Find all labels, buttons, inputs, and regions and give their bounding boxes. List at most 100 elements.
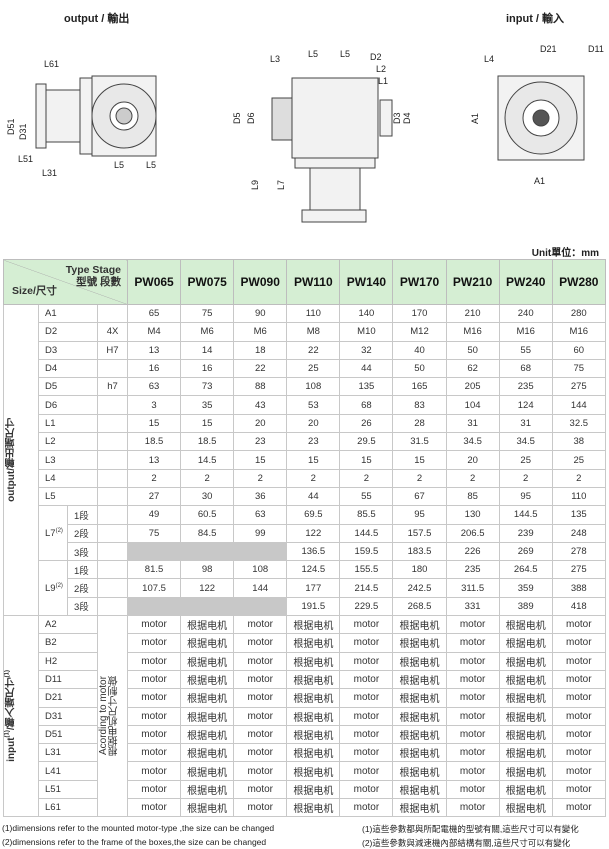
footnote-ref: (2) xyxy=(55,582,63,589)
value-cell: 根据电机 xyxy=(498,779,553,800)
row-label: D51 xyxy=(38,724,98,745)
dimension-labels: L4 D21 D11 A1 A1 xyxy=(470,44,604,186)
table-row: L3 13 14.5 15 15 15 15 20 25 25 xyxy=(4,450,606,470)
value-cell: 136.5 xyxy=(286,541,341,562)
value-cell: 29.5 xyxy=(339,432,394,452)
value-cell: motor xyxy=(551,615,606,635)
value-cell: 2 xyxy=(392,468,447,488)
row-label: H2 xyxy=(38,651,98,671)
value-cell: 27 xyxy=(126,486,182,507)
value-cell: 根据电机 xyxy=(498,615,553,635)
value-cell: 2 xyxy=(339,468,394,488)
value-cell: 根据电机 xyxy=(180,669,235,690)
value-cell xyxy=(126,596,182,617)
row-label-text: L9 xyxy=(45,582,56,594)
header-row: Type Stage 型號 段數 Size/尺寸 PW065 PW075 PW090… xyxy=(3,259,606,305)
value-cell: motor xyxy=(126,706,182,726)
svg-text:L51: L51 xyxy=(18,154,33,164)
value-cell: 389 xyxy=(498,596,553,617)
value-cell: motor xyxy=(233,706,288,726)
according-to-motor-cell: Acording to motor 根据电机尺寸制做 xyxy=(97,615,128,818)
value-cell: 根据电机 xyxy=(286,779,341,800)
stage-label: 3段 xyxy=(67,541,98,562)
value-cell: 157.5 xyxy=(392,523,447,543)
row-label-text: L7 xyxy=(45,527,56,539)
output-front-drawing: L3 L5 L5 D2 L2 L1 D5 D6 D3 D4 L9 L7 xyxy=(232,49,410,223)
value-cell: 38 xyxy=(551,432,606,452)
value-cell: 根据电机 xyxy=(498,633,553,653)
value-cell: 18.5 xyxy=(180,432,235,452)
svg-text:D3: D3 xyxy=(392,112,402,124)
value-cell: 418 xyxy=(551,596,606,617)
table-row: D6 3 35 43 53 68 83 104 124 144 xyxy=(4,395,606,415)
svg-text:L31: L31 xyxy=(42,168,57,178)
value-cell: 22 xyxy=(233,358,288,379)
svg-text:L5: L5 xyxy=(146,160,156,170)
value-cell: motor xyxy=(445,779,500,800)
row-label: B2 xyxy=(38,633,98,653)
dimension-labels: L3 L5 L5 D2 L2 L1 D5 D6 D3 D4 L9 L7 xyxy=(232,49,410,190)
value-cell: 107.5 xyxy=(126,578,182,598)
value-cell: motor xyxy=(339,724,394,745)
stage-label: 2段 xyxy=(67,523,98,543)
spec-cell xyxy=(97,596,128,617)
value-cell: motor xyxy=(339,798,394,818)
svg-text:L4: L4 xyxy=(484,54,494,64)
value-cell: 15 xyxy=(339,450,394,470)
table-row: 2段 75 84.5 99 122 144.5 157.5 206.5 239 248 xyxy=(4,523,606,543)
value-cell: 275 xyxy=(551,560,606,580)
svg-text:L9: L9 xyxy=(250,180,260,190)
input-group-text: input(1)/輸入端尺寸(1) xyxy=(4,670,19,762)
value-cell: motor xyxy=(339,761,394,781)
value-cell: 根据电机 xyxy=(392,761,447,781)
value-cell: 32.5 xyxy=(551,413,606,434)
footnote-cn-1: (1)這些參數都與所配電機的型號有關,這些尺寸可以有變化 xyxy=(362,824,579,834)
table-row: L41 motor 根据电机 motor 根据电机 motor 根据电机 motor 根据电机 m… xyxy=(4,761,606,781)
value-cell: 235 xyxy=(498,377,553,397)
stage-label: 1段 xyxy=(67,505,98,525)
spec-en: Acording to motor xyxy=(98,676,109,756)
value-cell: 20 xyxy=(233,413,288,434)
stage-label: 3段 xyxy=(67,596,98,617)
value-cell: motor xyxy=(126,633,182,653)
value-cell: 67 xyxy=(392,486,447,507)
spec-cell xyxy=(97,486,128,507)
value-cell: 183.5 xyxy=(392,541,447,562)
footnote-cn-2: (2)這些參數與減速機內部結構有關,這些尺寸可以有變化 xyxy=(362,838,571,848)
model-header: PW065 xyxy=(126,259,182,305)
row-label: L5 xyxy=(38,486,98,507)
row-label: D3 xyxy=(38,340,98,360)
value-cell: motor xyxy=(551,761,606,781)
value-cell: 124 xyxy=(498,395,553,415)
svg-text:A1: A1 xyxy=(534,176,545,186)
value-cell: 55 xyxy=(498,340,553,360)
model-header: PW075 xyxy=(180,259,235,305)
value-cell: 根据电机 xyxy=(498,651,553,671)
value-cell: 根据电机 xyxy=(180,615,235,635)
table-row: D11 motor 根据电机 motor 根据电机 motor 根据电机 motor 根据电机 m… xyxy=(4,669,606,690)
value-cell: M8 xyxy=(286,322,341,342)
table-row: 3段 191.5 229.5 268.5 331 389 418 xyxy=(4,596,606,617)
value-cell: 36 xyxy=(233,486,288,507)
type-stage-label: Type Stage xyxy=(65,264,121,276)
output-side-drawing: L61 D51 D31 L51 L31 L5 L5 xyxy=(6,59,157,178)
input-title: input / 輸入 xyxy=(506,13,565,25)
value-cell: 84.5 xyxy=(180,523,235,543)
value-cell: 44 xyxy=(286,486,341,507)
value-cell: 110 xyxy=(286,303,341,324)
value-cell: 85.5 xyxy=(339,505,394,525)
value-cell: 根据电机 xyxy=(498,669,553,690)
value-cell: 88 xyxy=(233,377,288,397)
footnote-ref: (2) xyxy=(55,527,63,534)
table-row: L51 motor 根据电机 motor 根据电机 motor 根据电机 motor 根据电机 m… xyxy=(4,779,606,800)
value-cell: 311.5 xyxy=(445,578,500,598)
row-label: L3 xyxy=(38,450,98,470)
table-row: L9(2) 1段 81.5 98 108 124.5 155.5 180 235 264.5 275 xyxy=(4,560,606,617)
value-cell: motor xyxy=(233,798,288,818)
svg-text:L3: L3 xyxy=(270,54,280,64)
value-cell: 根据电机 xyxy=(286,761,341,781)
row-label: D21 xyxy=(38,688,98,708)
value-cell: 40 xyxy=(392,340,447,360)
spec-cell: 4X xyxy=(97,322,128,342)
value-cell: 278 xyxy=(551,541,606,562)
